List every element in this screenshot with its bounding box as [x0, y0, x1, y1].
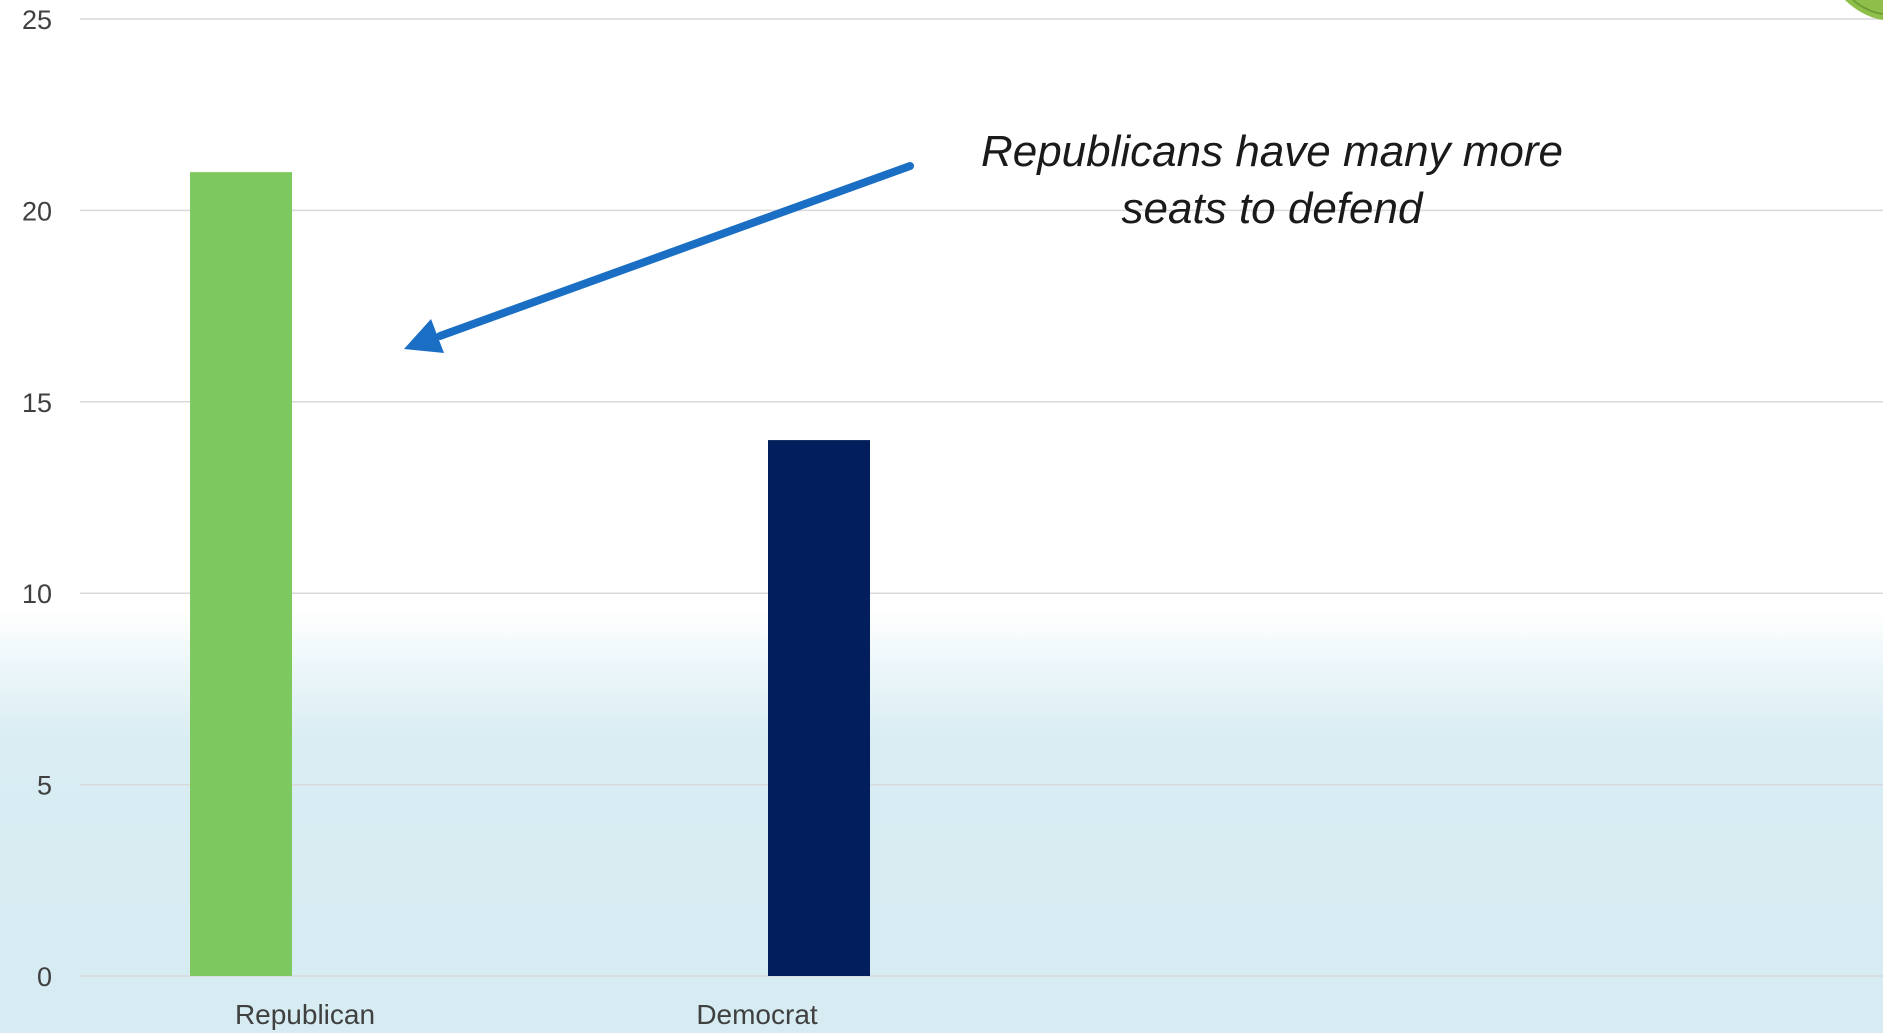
y-axis-tick-labels: 0 5 10 15 20 25: [22, 5, 52, 992]
bar-democrat: [768, 440, 870, 977]
y-tick-label: 10: [22, 579, 52, 609]
bars: [190, 172, 870, 977]
x-category-label: Democrat: [696, 999, 818, 1030]
annotation-line-1: Republicans have many more: [981, 127, 1563, 176]
y-tick-label: 5: [37, 771, 52, 801]
bar-republican: [190, 172, 292, 976]
x-category-label: Republican: [235, 999, 375, 1030]
y-tick-label: 20: [22, 196, 52, 226]
x-axis-category-labels: Republican Democrat: [235, 999, 818, 1030]
y-tick-label: 15: [22, 388, 52, 418]
y-tick-label: 25: [22, 5, 52, 35]
annotation: Republicans have many more seats to defe…: [404, 127, 1563, 353]
annotation-line-2: seats to defend: [1122, 184, 1424, 233]
y-tick-label: 0: [37, 962, 52, 992]
y-gridlines: [80, 18, 1883, 977]
leaf-decoration-icon: [1845, 0, 1883, 20]
annotation-arrow-head: [404, 319, 444, 353]
annotation-arrow-shaft: [436, 162, 914, 340]
